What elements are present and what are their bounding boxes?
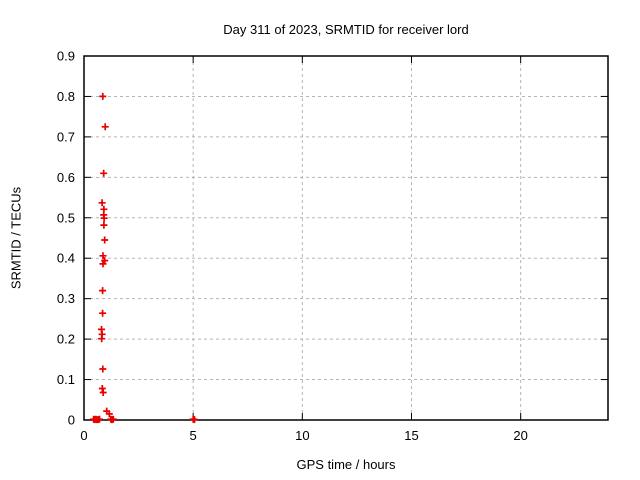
x-tick-label: 10 bbox=[295, 428, 309, 443]
y-tick-label: 0 bbox=[68, 413, 75, 428]
y-tick-label: 0.2 bbox=[57, 332, 75, 347]
x-tick-label: 0 bbox=[80, 428, 87, 443]
y-tick-label: 0.3 bbox=[57, 291, 75, 306]
y-tick-label: 0.7 bbox=[57, 129, 75, 144]
y-tick-label: 0.1 bbox=[57, 372, 75, 387]
y-tick-label: 0.6 bbox=[57, 170, 75, 185]
chart-title: Day 311 of 2023, SRMTID for receiver lor… bbox=[223, 22, 469, 37]
y-tick-label: 0.5 bbox=[57, 210, 75, 225]
x-tick-label: 15 bbox=[404, 428, 418, 443]
x-tick-label: 5 bbox=[190, 428, 197, 443]
y-tick-label: 0.8 bbox=[57, 89, 75, 104]
x-tick-label: 20 bbox=[513, 428, 527, 443]
y-tick-label: 0.4 bbox=[57, 251, 75, 266]
data-points-series bbox=[90, 92, 198, 424]
y-tick-label: 0.9 bbox=[57, 49, 75, 64]
x-axis-label: GPS time / hours bbox=[296, 457, 396, 472]
